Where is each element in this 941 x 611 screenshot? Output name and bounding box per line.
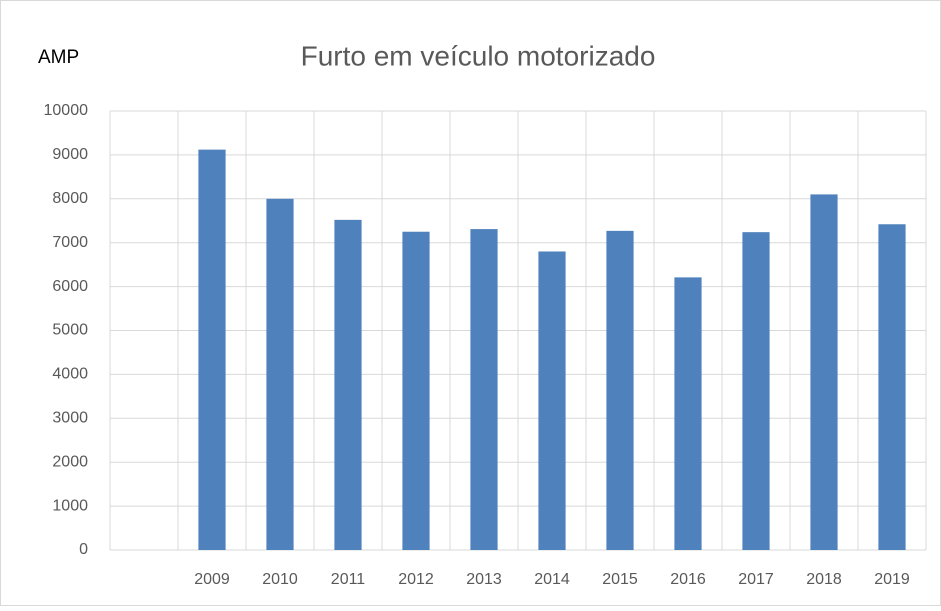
x-tick-label: 2011 bbox=[331, 571, 366, 588]
bar bbox=[538, 251, 566, 551]
x-tick-label: 2010 bbox=[262, 571, 298, 588]
x-tick-label: 2012 bbox=[398, 571, 434, 588]
y-tick-label: 7000 bbox=[52, 234, 88, 251]
y-tick-label: 8000 bbox=[52, 190, 88, 207]
x-tick-label: 2019 bbox=[874, 571, 910, 588]
bar bbox=[606, 230, 634, 551]
x-tick-label: 2013 bbox=[466, 571, 502, 588]
x-tick-label: 2016 bbox=[670, 571, 706, 588]
x-tick-label: 2014 bbox=[534, 571, 570, 588]
bar bbox=[266, 198, 294, 551]
chart-title: Furto em veículo motorizado bbox=[301, 40, 656, 71]
y-tick-label: 5000 bbox=[52, 322, 88, 339]
y-tick-label: 2000 bbox=[52, 453, 88, 470]
bar bbox=[470, 229, 498, 550]
annotation: AMP bbox=[38, 47, 79, 68]
bar bbox=[810, 194, 838, 550]
bar bbox=[198, 149, 226, 550]
x-tick-label: 2018 bbox=[806, 571, 842, 588]
y-tick-label: 6000 bbox=[52, 278, 88, 295]
bar bbox=[742, 232, 770, 550]
x-tick-label: 2009 bbox=[194, 571, 230, 588]
y-tick-label: 4000 bbox=[52, 366, 88, 383]
y-tick-label: 9000 bbox=[52, 146, 88, 163]
bar bbox=[334, 219, 362, 550]
y-tick-label: 3000 bbox=[52, 410, 88, 427]
y-tick-label: 0 bbox=[79, 541, 88, 558]
x-tick-label: 2017 bbox=[738, 571, 774, 588]
bar bbox=[878, 224, 906, 550]
bar bbox=[402, 231, 430, 550]
bar bbox=[674, 277, 702, 550]
y-tick-label: 10000 bbox=[44, 102, 89, 119]
y-tick-label: 1000 bbox=[52, 497, 88, 514]
x-tick-label: 2015 bbox=[602, 571, 638, 588]
